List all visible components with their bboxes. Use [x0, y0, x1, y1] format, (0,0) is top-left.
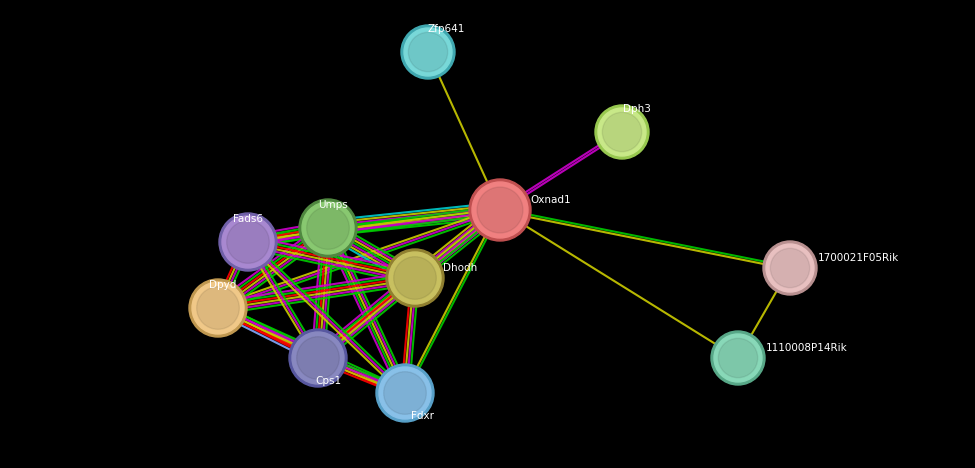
Circle shape: [299, 199, 357, 257]
Text: Dpyd: Dpyd: [210, 280, 237, 290]
Circle shape: [595, 105, 649, 159]
Circle shape: [469, 179, 531, 241]
Circle shape: [477, 187, 523, 233]
Circle shape: [603, 112, 642, 152]
Circle shape: [226, 221, 269, 263]
Circle shape: [409, 32, 448, 72]
Circle shape: [289, 329, 347, 387]
Circle shape: [197, 287, 239, 329]
Text: Oxnad1: Oxnad1: [530, 195, 570, 205]
Circle shape: [189, 279, 247, 337]
Circle shape: [384, 372, 426, 414]
Circle shape: [770, 249, 809, 288]
Circle shape: [376, 364, 434, 422]
Circle shape: [307, 207, 349, 249]
Circle shape: [379, 367, 431, 419]
Circle shape: [302, 202, 354, 254]
Text: 1700021F05Rik: 1700021F05Rik: [818, 253, 899, 263]
Text: Fads6: Fads6: [233, 214, 263, 224]
Circle shape: [192, 282, 244, 334]
Text: Zfp641: Zfp641: [427, 24, 465, 34]
Circle shape: [219, 213, 277, 271]
Text: Umps: Umps: [318, 200, 348, 210]
Circle shape: [766, 244, 814, 292]
Circle shape: [719, 338, 758, 378]
Circle shape: [222, 216, 274, 268]
Text: 1110008P14Rik: 1110008P14Rik: [766, 343, 847, 353]
Circle shape: [763, 241, 817, 295]
Text: Dhodh: Dhodh: [443, 263, 477, 273]
Circle shape: [711, 331, 765, 385]
Circle shape: [404, 28, 452, 76]
Text: Dph3: Dph3: [623, 104, 651, 114]
Circle shape: [401, 25, 455, 79]
Circle shape: [598, 108, 646, 156]
Circle shape: [389, 252, 441, 304]
Circle shape: [386, 249, 444, 307]
Text: Cps1: Cps1: [315, 376, 341, 386]
Circle shape: [394, 256, 437, 300]
Text: Fdxr: Fdxr: [411, 411, 435, 421]
Circle shape: [292, 332, 344, 384]
Circle shape: [714, 334, 762, 382]
Circle shape: [296, 336, 339, 380]
Circle shape: [472, 182, 528, 238]
